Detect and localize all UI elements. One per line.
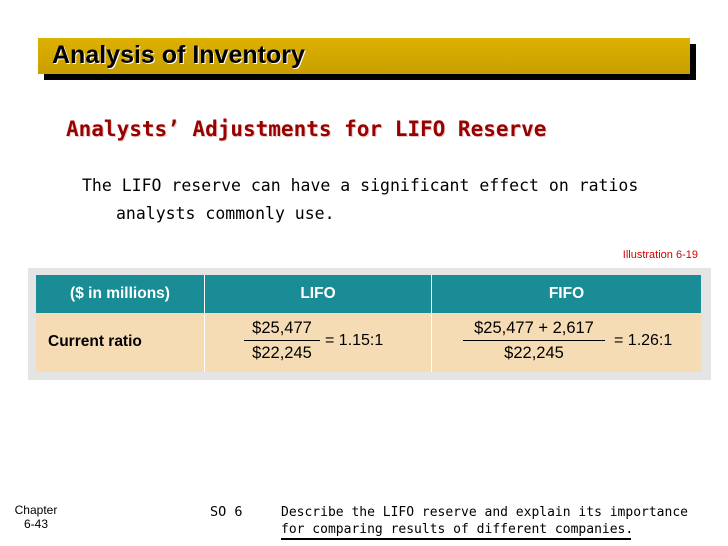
fifo-result: = 1.26:1: [614, 332, 673, 349]
header-divider: [204, 275, 205, 313]
section-subtitle: Analysts’ Adjustments for LIFO Reserve: [66, 117, 547, 141]
description-line-1: Describe the LIFO reserve and explain it…: [281, 505, 688, 520]
footer-underline: [281, 538, 631, 540]
header-cell-fifo: FIFO: [548, 285, 585, 302]
study-objective-description: Describe the LIFO reserve and explain it…: [281, 504, 711, 538]
row-divider: [204, 313, 205, 372]
header-cell-lifo: LIFO: [300, 285, 336, 302]
chapter-label: Chapter: [14, 503, 58, 517]
chapter-page: 6-43: [23, 517, 49, 531]
row-divider: [431, 313, 432, 372]
body-paragraph: The LIFO reserve can have a significant …: [82, 172, 692, 228]
description-line-2: for comparing results of different compa…: [281, 522, 634, 537]
title-bar: Analysis of Inventory: [38, 38, 690, 74]
fifo-denominator: $22,245: [504, 344, 564, 362]
lifo-fraction: $25,477 $22,245: [244, 318, 320, 363]
table-header-row: ($ in millions) LIFO FIFO: [36, 275, 701, 313]
lifo-result: = 1.15:1: [325, 332, 384, 349]
slide-title: Analysis of Inventory: [52, 41, 305, 69]
fifo-fraction-bar: [463, 340, 605, 341]
lifo-numerator: $25,477: [252, 319, 312, 337]
lifo-fraction-bar: [244, 340, 320, 341]
illustration-label: Illustration 6-19: [622, 249, 698, 261]
body-line-1: The LIFO reserve can have a significant …: [82, 176, 639, 195]
fifo-fraction: $25,477 + 2,617 $22,245: [463, 318, 605, 363]
study-objective-label: SO 6: [210, 504, 243, 520]
body-line-2: analysts commonly use.: [116, 204, 335, 223]
table-row: Current ratio $25,477 $22,245 = 1.15:1 $…: [36, 313, 701, 372]
chapter-indicator: Chapter 6-43: [4, 503, 68, 531]
fifo-numerator: $25,477 + 2,617: [474, 319, 594, 337]
header-cell-units: ($ in millions): [70, 285, 170, 302]
row-label-current-ratio: Current ratio: [48, 333, 142, 350]
header-divider: [431, 275, 432, 313]
lifo-denominator: $22,245: [252, 344, 312, 362]
ratio-table: ($ in millions) LIFO FIFO Current ratio …: [28, 268, 711, 380]
